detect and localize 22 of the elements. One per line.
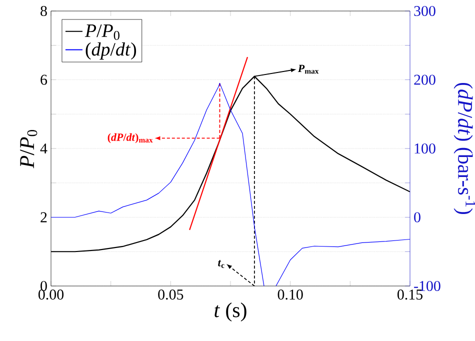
x-tick-label: 0.00 (38, 290, 64, 300)
x-tick-label: 0.10 (278, 290, 303, 300)
y-tick-label: 2 (40, 212, 47, 222)
x-tick-label: 0.15 (397, 290, 422, 300)
y-axis-title: P/P$_{0}$ (20, 130, 38, 168)
y2-tick-label: -100 (414, 280, 440, 292)
y2-tick-label: 100 (414, 143, 436, 154)
y-tick-label: 8 (40, 6, 47, 16)
y-tick-label: 6 (40, 74, 48, 85)
y2-tick-label: 0 (414, 212, 420, 222)
annotation: t$_{c}$ (218, 260, 224, 268)
y2-tick-label: 200 (414, 74, 436, 85)
x-tick-label: 0.05 (158, 290, 184, 300)
y2-tick-label: 300 (414, 6, 436, 16)
annotation: P$_{max}$ (298, 64, 319, 74)
legend-label: P/P$_{0}$ (84, 24, 120, 40)
y-tick-label: 0 (40, 280, 47, 292)
legend-label: (dp/dt) (86, 42, 136, 60)
y-tick-label: 4 (40, 144, 48, 154)
annotation: (dP/dt)$_{max}$ (108, 133, 153, 144)
y2-axis-title: (dP/dt) (bar-s$^{-1}$) (454, 82, 475, 214)
x-axis-title: t (s) (214, 302, 246, 322)
